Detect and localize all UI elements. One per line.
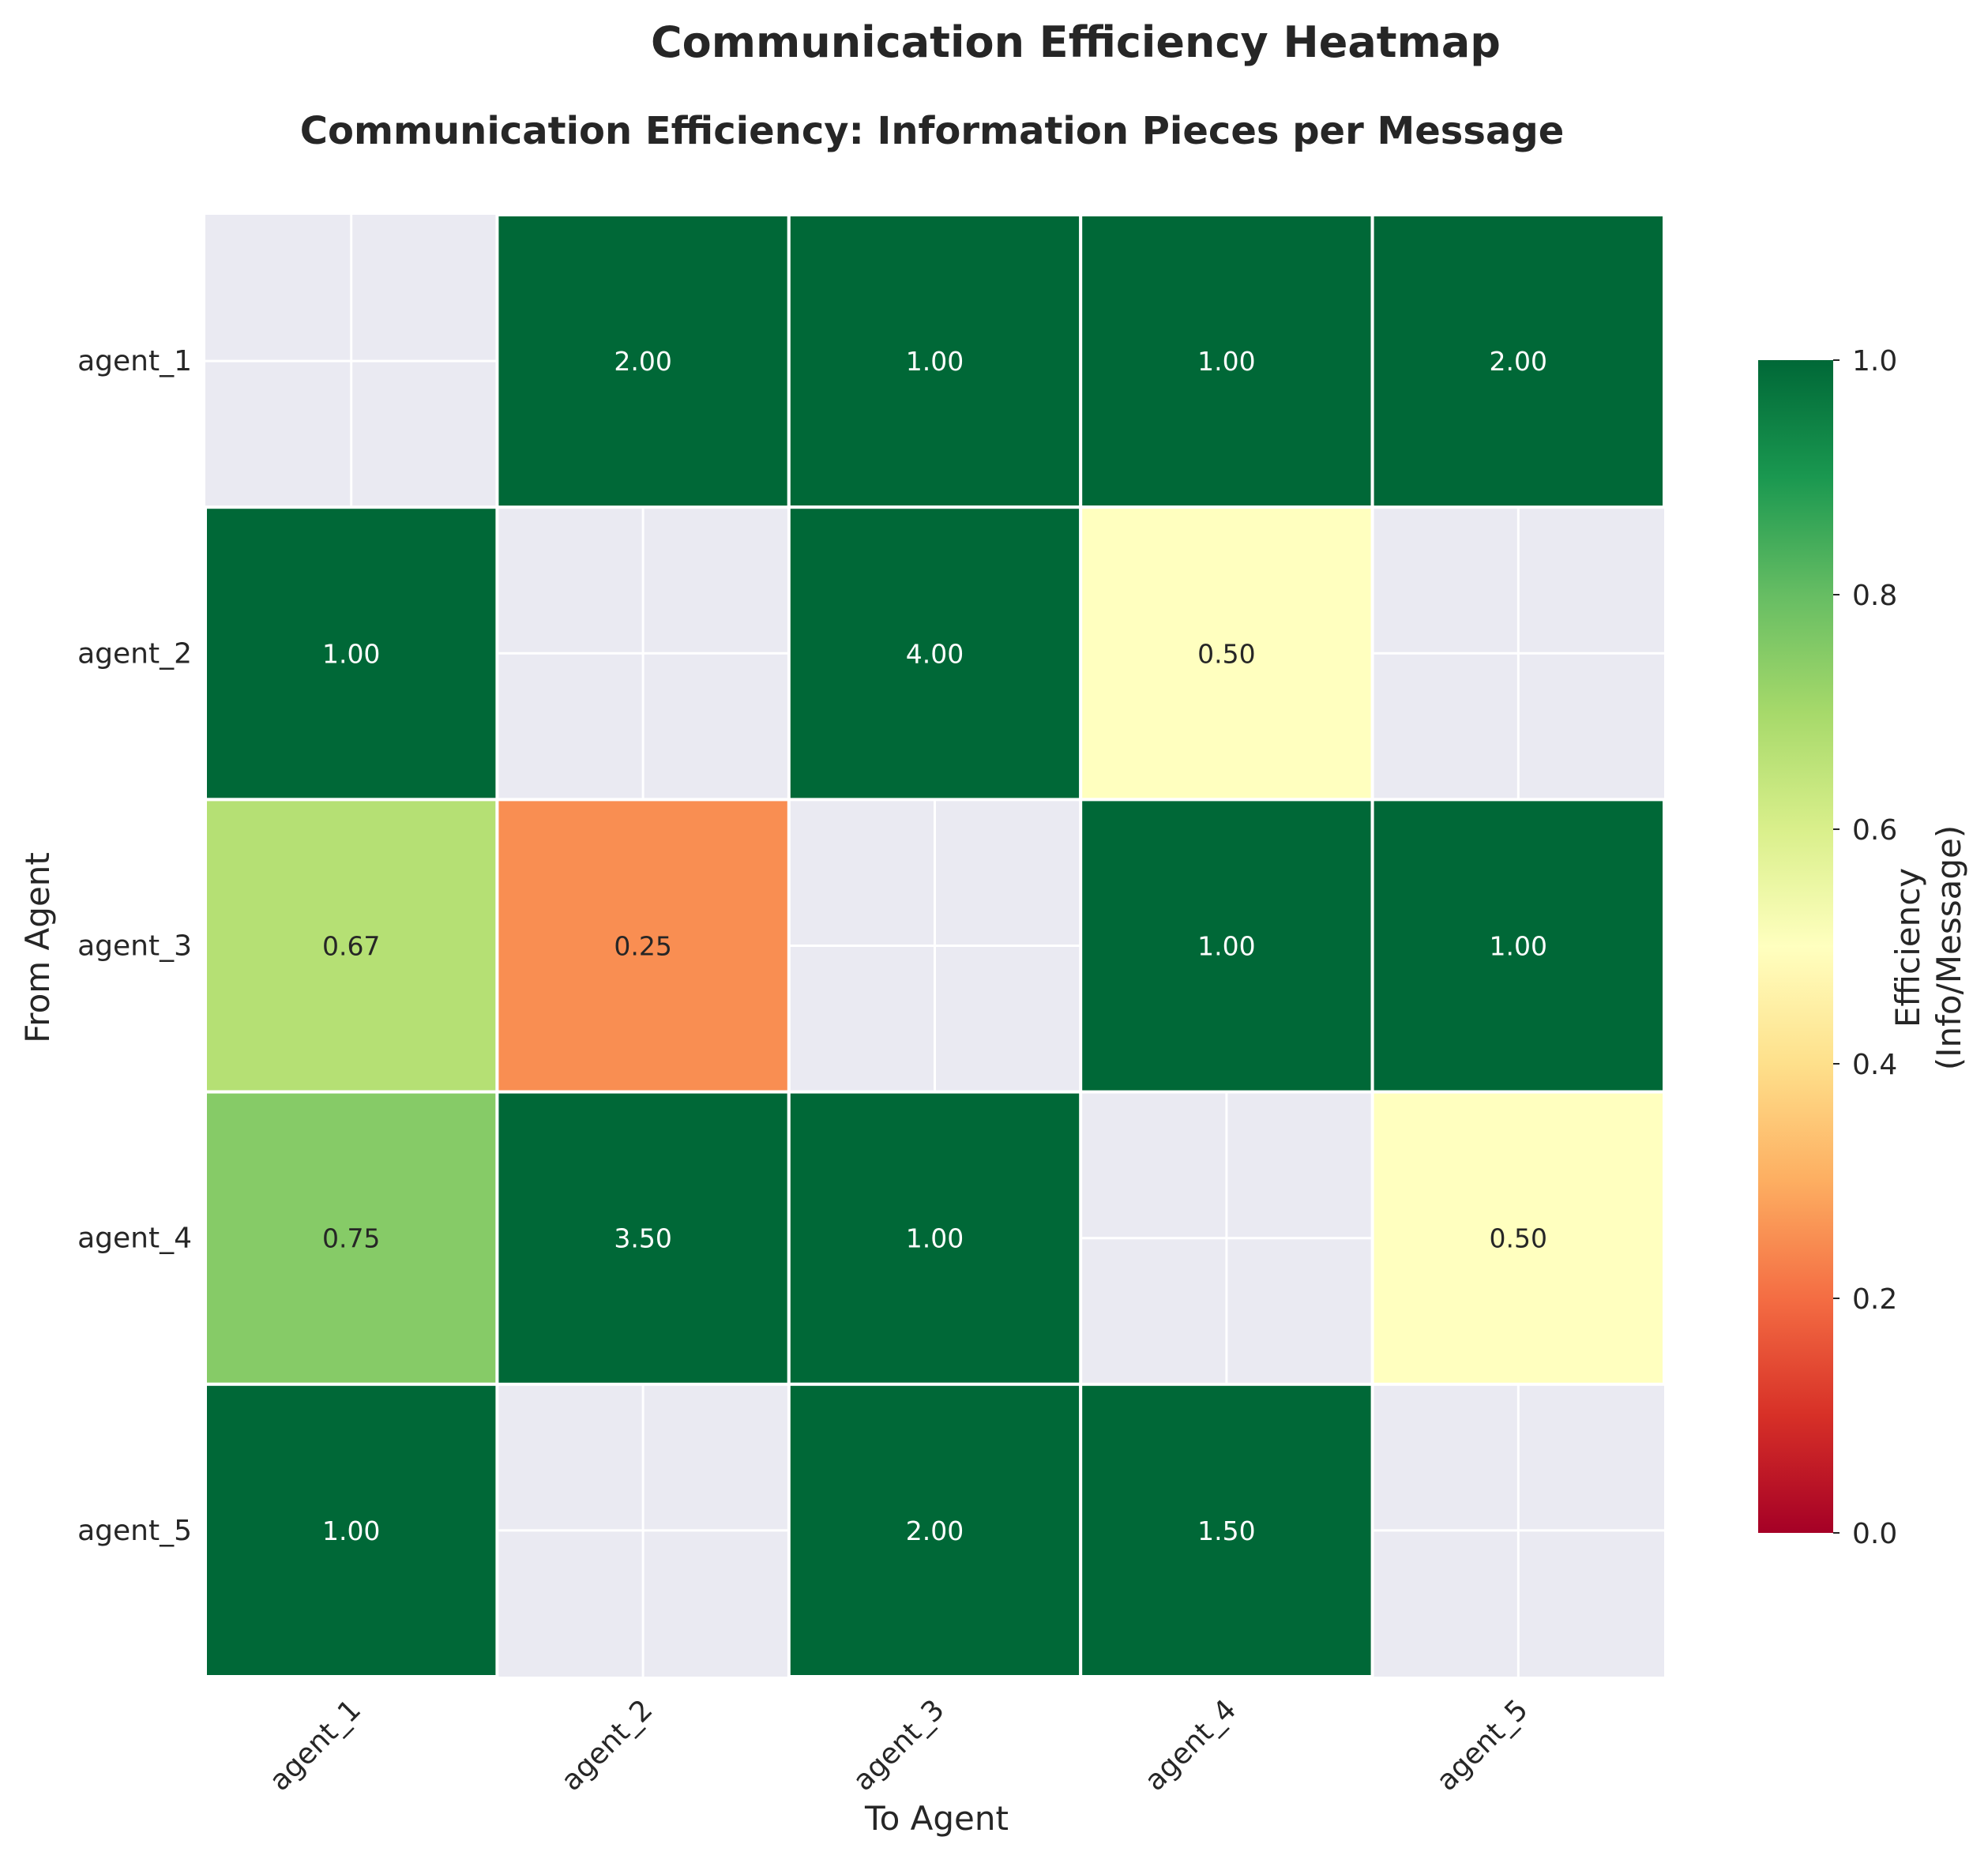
cell-value-label: 1.00 (1197, 346, 1255, 377)
heatmap-cell (1370, 213, 1666, 509)
colorbar (1758, 360, 1833, 1533)
heatmap-cell (495, 798, 791, 1094)
x-tick-label: agent_1 (264, 1693, 367, 1797)
colorbar-tick-label: 0.8 (1852, 580, 1897, 612)
heatmap-cell (204, 505, 499, 802)
heatmap-cell (1079, 798, 1374, 1094)
colorbar-tick-label: 0.2 (1852, 1283, 1897, 1316)
heatmap-cell (495, 213, 791, 509)
heatmap-cell (787, 213, 1083, 509)
cell-value-label: 1.50 (1197, 1516, 1255, 1546)
cell-value-label: 3.50 (614, 1223, 671, 1254)
y-axis-label: From Agent (18, 852, 57, 1043)
y-axis-ticks: agent_1 agent_2 agent_3 agent_4 agent_5 (77, 345, 192, 1547)
heatmap-cell (1079, 1382, 1374, 1679)
heatmap-plot-area: 2.00 1.00 1.00 2.00 1.00 4.00 0.50 0.67 0.25 1.00… (204, 213, 1666, 1679)
cell-value-label: 1.00 (322, 638, 380, 669)
x-axis-ticks: agent_1 agent_2 agent_3 agent_4 agent_5 (264, 1693, 1535, 1797)
cell-value-label: 1.00 (1197, 931, 1255, 962)
colorbar-tick-label: 1.0 (1852, 345, 1897, 377)
heatmap-cell (495, 1090, 791, 1386)
cell-value-label: 1.00 (1490, 931, 1547, 962)
cell-value-label: 0.25 (614, 931, 671, 962)
x-tick-label: agent_5 (1430, 1693, 1534, 1797)
x-tick-label: agent_4 (1139, 1693, 1242, 1797)
cell-value-label: 0.50 (1490, 1223, 1547, 1254)
heatmap-cell (1370, 1090, 1666, 1386)
y-tick-label: agent_4 (77, 1223, 192, 1255)
cell-value-label: 0.75 (322, 1223, 380, 1254)
y-tick-label: agent_1 (77, 345, 192, 377)
heatmap-cell (787, 1090, 1083, 1386)
cell-value-label: 1.00 (322, 1516, 380, 1546)
cell-value-label: 4.00 (906, 638, 964, 669)
colorbar-label-line1: Efficiency (1888, 868, 1927, 1027)
cell-value-label: 1.00 (906, 346, 964, 377)
chart-title: Communication Efficiency: Information Pi… (300, 109, 1565, 153)
heatmap-cell (204, 1090, 499, 1386)
cell-value-label: 2.00 (614, 346, 671, 377)
heatmap-cell (1079, 213, 1374, 509)
cell-value-label: 1.00 (906, 1223, 964, 1254)
heatmap-cell (787, 505, 1083, 802)
x-tick-label: agent_2 (555, 1693, 659, 1797)
figure-suptitle: Communication Efficiency Heatmap (651, 17, 1501, 67)
colorbar-tick-label: 0.0 (1852, 1518, 1897, 1550)
y-tick-label: agent_5 (77, 1515, 192, 1547)
cell-value-label: 0.67 (322, 931, 380, 962)
colorbar-tick-label: 0.6 (1852, 814, 1897, 847)
heatmap-cell (1079, 505, 1374, 802)
cell-value-label: 2.00 (906, 1516, 964, 1546)
x-axis-label: To Agent (864, 1799, 1009, 1838)
colorbar-ticks: 0.0 0.2 0.4 0.6 0.8 1.0 (1833, 345, 1897, 1550)
heatmap-cell (1370, 798, 1666, 1094)
cell-value-label: 0.50 (1197, 638, 1255, 669)
y-tick-label: agent_3 (77, 930, 192, 963)
colorbar-label-line2: (Info/Message) (1930, 825, 1968, 1071)
x-tick-label: agent_3 (847, 1693, 950, 1797)
heatmap-cell (204, 1382, 499, 1679)
y-tick-label: agent_2 (77, 637, 192, 670)
cell-value-label: 2.00 (1490, 346, 1547, 377)
colorbar-tick-label: 0.4 (1852, 1049, 1897, 1081)
heatmap-cell (787, 1382, 1083, 1679)
